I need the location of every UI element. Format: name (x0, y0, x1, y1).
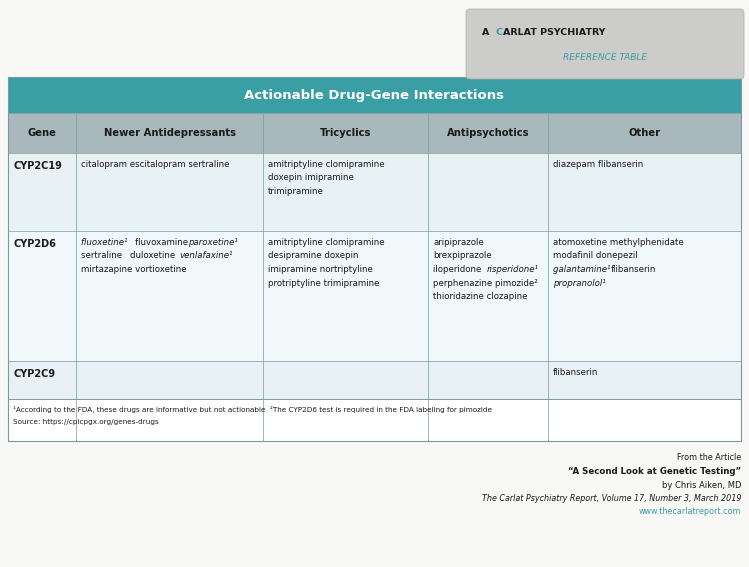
Text: REFERENCE TABLE: REFERENCE TABLE (563, 53, 647, 62)
Text: diazepam flibanserin: diazepam flibanserin (553, 160, 643, 169)
Text: venlafaxine¹: venlafaxine¹ (180, 252, 233, 260)
Text: galantamine¹: galantamine¹ (553, 265, 613, 274)
Text: CYP2C9: CYP2C9 (13, 369, 55, 379)
Text: risperidone¹: risperidone¹ (487, 265, 539, 274)
Text: amitriptyline clomipramine: amitriptyline clomipramine (268, 160, 385, 169)
Text: paroxetine¹: paroxetine¹ (189, 238, 238, 247)
Text: citalopram escitalopram sertraline: citalopram escitalopram sertraline (81, 160, 229, 169)
Text: imipramine nortriptyline: imipramine nortriptyline (268, 265, 373, 274)
Text: Gene: Gene (28, 128, 56, 138)
Text: fluoxetine¹: fluoxetine¹ (81, 238, 130, 247)
Text: fluvoxamine: fluvoxamine (135, 238, 190, 247)
Text: doxepin imipramine: doxepin imipramine (268, 174, 354, 183)
Text: C: C (496, 28, 503, 37)
Text: Antipsychotics: Antipsychotics (446, 128, 530, 138)
Text: modafinil donepezil: modafinil donepezil (553, 252, 637, 260)
Text: From the Article: From the Article (677, 453, 741, 462)
Text: ARLAT PSYCHIATRY: ARLAT PSYCHIATRY (503, 28, 605, 37)
Text: atomoxetine methylphenidate: atomoxetine methylphenidate (553, 238, 684, 247)
Text: sertraline: sertraline (81, 252, 125, 260)
Bar (8, 77, 741, 113)
Text: duloxetine: duloxetine (130, 252, 178, 260)
Text: mirtazapine vortioxetine: mirtazapine vortioxetine (81, 265, 187, 274)
Bar (8, 77, 741, 441)
Text: aripiprazole: aripiprazole (433, 238, 484, 247)
Bar (8, 399, 741, 441)
Text: flibanserin: flibanserin (553, 368, 598, 377)
Text: thioridazine clozapine: thioridazine clozapine (433, 292, 527, 301)
Bar (8, 153, 741, 231)
FancyBboxPatch shape (466, 9, 744, 79)
Text: brexpiprazole: brexpiprazole (433, 252, 492, 260)
Text: CYP2C19: CYP2C19 (13, 161, 62, 171)
Text: Source: https://cpicpgx.org/genes-drugs: Source: https://cpicpgx.org/genes-drugs (13, 419, 159, 425)
Text: Actionable Drug-Gene Interactions: Actionable Drug-Gene Interactions (244, 88, 505, 101)
Bar (8, 113, 741, 153)
Text: CYP2D6: CYP2D6 (13, 239, 56, 249)
Bar (8, 361, 741, 399)
Text: amitriptyline clomipramine: amitriptyline clomipramine (268, 238, 385, 247)
Bar (8, 231, 741, 361)
Text: trimipramine: trimipramine (268, 187, 324, 196)
Text: The Carlat Psychiatry Report, Volume 17, Number 3, March 2019: The Carlat Psychiatry Report, Volume 17,… (482, 494, 741, 503)
Text: ¹According to the FDA, these drugs are informative but not actionable  ²The CYP2: ¹According to the FDA, these drugs are i… (13, 406, 492, 413)
Text: Newer Antidepressants: Newer Antidepressants (103, 128, 235, 138)
Bar (8, 399, 741, 441)
Text: iloperidone: iloperidone (433, 265, 484, 274)
Text: propranolol¹: propranolol¹ (553, 278, 606, 287)
Text: www.thecarlatreport.com: www.thecarlatreport.com (638, 507, 741, 516)
Text: “A Second Look at Genetic Testing”: “A Second Look at Genetic Testing” (568, 467, 741, 476)
Text: by Chris Aiken, MD: by Chris Aiken, MD (661, 481, 741, 490)
Text: flibanserin: flibanserin (611, 265, 657, 274)
Text: protriptyline trimipramine: protriptyline trimipramine (268, 278, 380, 287)
Text: Tricyclics: Tricyclics (320, 128, 372, 138)
Text: desipramine doxepin: desipramine doxepin (268, 252, 359, 260)
Text: perphenazine pimozide²: perphenazine pimozide² (433, 278, 538, 287)
Text: A: A (482, 28, 493, 37)
Text: Other: Other (628, 128, 661, 138)
